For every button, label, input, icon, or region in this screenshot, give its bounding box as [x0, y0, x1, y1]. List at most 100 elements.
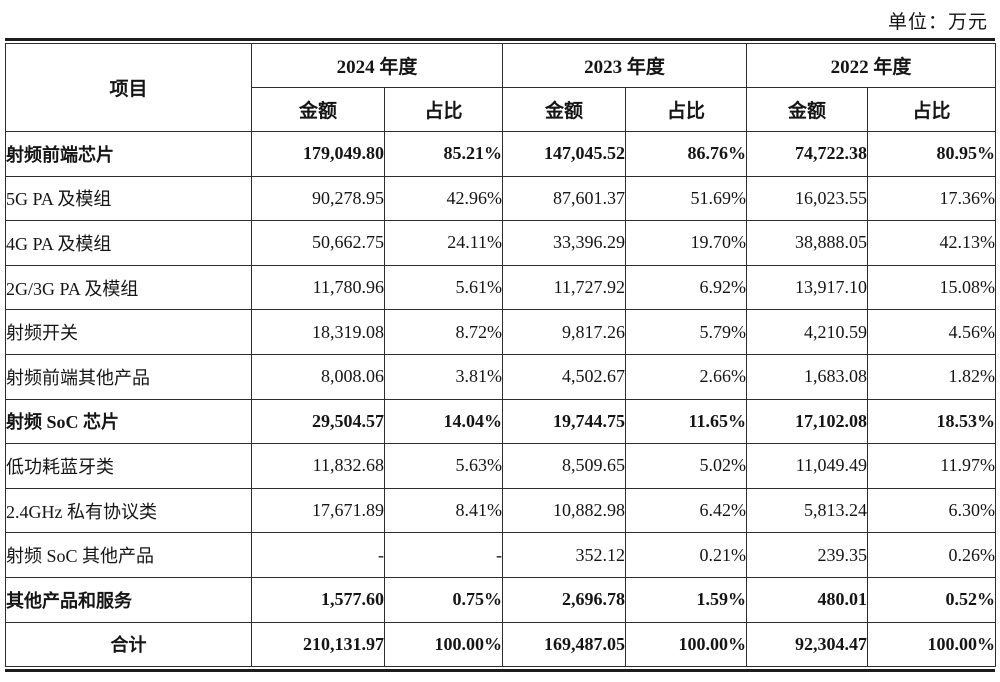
- cell-ratio-2024: 0.75%: [383, 576, 504, 623]
- header-amount-2023: 金额: [502, 87, 627, 132]
- bottom-rule-gap: [5, 667, 995, 670]
- row-item-label: 2G/3G PA 及模组: [5, 264, 252, 311]
- header-row-years: 项目 2024 年度 2023 年度 2022 年度: [5, 43, 997, 132]
- cell-ratio-2023: 2.66%: [625, 353, 748, 400]
- cell-ratio-2023: 100.00%: [625, 621, 748, 668]
- cell-amount-2023: 147,045.52: [502, 131, 627, 177]
- cell-ratio-2022: 15.08%: [867, 264, 997, 311]
- table-row-total: 合计 210,131.97 100.00% 169,487.05 100.00%…: [5, 621, 997, 668]
- cell-ratio-2023: 6.92%: [625, 264, 748, 311]
- cell-ratio-2023: 51.69%: [625, 175, 748, 222]
- cell-amount-2023: 169,487.05: [502, 621, 627, 668]
- cell-ratio-2022: 4.56%: [867, 309, 997, 355]
- cell-amount-2024: -: [251, 532, 385, 578]
- cell-ratio-2023: 86.76%: [625, 131, 748, 177]
- table-row-4g-pa: 4G PA 及模组 50,662.75 24.11% 33,396.29 19.…: [5, 220, 997, 266]
- data-table: 项目 2024 年度 2023 年度 2022 年度 金额 占比 金额 占比 金…: [5, 43, 997, 668]
- cell-amount-2023: 19,744.75: [502, 398, 627, 445]
- cell-ratio-2022: 0.26%: [867, 532, 997, 578]
- header-amount-2024: 金额: [251, 87, 385, 132]
- cell-ratio-2022: 17.36%: [867, 175, 997, 222]
- cell-amount-2023: 8,509.65: [502, 443, 627, 489]
- cell-amount-2024: 11,832.68: [251, 443, 385, 489]
- revenue-breakdown-table: 项目 2024 年度 2023 年度 2022 年度 金额 占比 金额 占比 金…: [5, 38, 997, 673]
- cell-ratio-2023: 5.79%: [625, 309, 748, 355]
- table-row-rf-switch: 射频开关 18,319.08 8.72% 9,817.26 5.79% 4,21…: [5, 309, 997, 355]
- cell-ratio-2024: 5.61%: [383, 264, 504, 311]
- cell-amount-2022: 1,683.08: [746, 353, 869, 400]
- row-item-label: 4G PA 及模组: [5, 220, 252, 266]
- cell-amount-2023: 87,601.37: [502, 175, 627, 222]
- cell-amount-2023: 2,696.78: [502, 576, 627, 623]
- top-thick-rule: [5, 38, 995, 41]
- cell-amount-2024: 29,504.57: [251, 398, 385, 445]
- row-item-label: 射频前端芯片: [5, 131, 252, 177]
- cell-ratio-2024: 24.11%: [383, 220, 504, 266]
- cell-ratio-2022: 11.97%: [867, 443, 997, 489]
- cell-amount-2022: 16,023.55: [746, 175, 869, 222]
- table-row-2g3g-pa: 2G/3G PA 及模组 11,780.96 5.61% 11,727.92 6…: [5, 264, 997, 311]
- cell-amount-2023: 33,396.29: [502, 220, 627, 266]
- table-row-rf-frontend-chip: 射频前端芯片 179,049.80 85.21% 147,045.52 86.7…: [5, 131, 997, 177]
- cell-amount-2023: 352.12: [502, 532, 627, 578]
- cell-ratio-2022: 18.53%: [867, 398, 997, 445]
- header-amount-2022: 金额: [746, 87, 869, 132]
- cell-amount-2022: 4,210.59: [746, 309, 869, 355]
- cell-ratio-2024: 8.41%: [383, 487, 504, 534]
- cell-ratio-2023: 0.21%: [625, 532, 748, 578]
- cell-amount-2023: 4,502.67: [502, 353, 627, 400]
- cell-ratio-2023: 11.65%: [625, 398, 748, 445]
- header-year-2024: 2024 年度: [250, 43, 504, 88]
- header-ratio-2022: 占比: [867, 87, 997, 132]
- top-rule-gap: [5, 41, 995, 43]
- cell-amount-2022: 11,049.49: [746, 443, 869, 489]
- header-year-2023: 2023 年度: [502, 43, 748, 88]
- row-item-label: 射频 SoC 其他产品: [5, 532, 252, 578]
- cell-amount-2024: 179,049.80: [251, 131, 385, 177]
- cell-amount-2023: 11,727.92: [502, 264, 627, 311]
- cell-amount-2024: 8,008.06: [251, 353, 385, 400]
- row-item-label: 其他产品和服务: [5, 576, 252, 623]
- header-ratio-2024: 占比: [383, 87, 504, 132]
- cell-amount-2024: 17,671.89: [251, 487, 385, 534]
- table-row-ble: 低功耗蓝牙类 11,832.68 5.63% 8,509.65 5.02% 11…: [5, 443, 997, 489]
- cell-amount-2022: 239.35: [746, 532, 869, 578]
- cell-ratio-2024: 42.96%: [383, 175, 504, 222]
- table-row-24ghz-proprietary: 2.4GHz 私有协议类 17,671.89 8.41% 10,882.98 6…: [5, 487, 997, 534]
- cell-ratio-2024: 5.63%: [383, 443, 504, 489]
- cell-amount-2024: 90,278.95: [251, 175, 385, 222]
- cell-amount-2022: 17,102.08: [746, 398, 869, 445]
- cell-ratio-2022: 42.13%: [867, 220, 997, 266]
- cell-amount-2024: 210,131.97: [251, 621, 385, 668]
- cell-amount-2022: 5,813.24: [746, 487, 869, 534]
- cell-ratio-2024: 8.72%: [383, 309, 504, 355]
- cell-ratio-2024: 14.04%: [383, 398, 504, 445]
- cell-amount-2022: 480.01: [746, 576, 869, 623]
- header-ratio-2023: 占比: [625, 87, 748, 132]
- table-row-rf-soc-other: 射频 SoC 其他产品 - - 352.12 0.21% 239.35 0.26…: [5, 532, 997, 578]
- cell-ratio-2022: 100.00%: [867, 621, 997, 668]
- cell-amount-2024: 50,662.75: [251, 220, 385, 266]
- cell-ratio-2024: 3.81%: [383, 353, 504, 400]
- cell-ratio-2022: 1.82%: [867, 353, 997, 400]
- header-row-subcols: 金额 占比 金额 占比 金额 占比: [6, 87, 997, 132]
- cell-ratio-2023: 19.70%: [625, 220, 748, 266]
- bottom-thick-rule: [5, 669, 995, 673]
- row-item-label: 合计: [5, 621, 252, 668]
- cell-ratio-2023: 5.02%: [625, 443, 748, 489]
- table-row-rf-frontend-other: 射频前端其他产品 8,008.06 3.81% 4,502.67 2.66% 1…: [5, 353, 997, 400]
- row-item-label: 2.4GHz 私有协议类: [5, 487, 252, 534]
- cell-ratio-2023: 6.42%: [625, 487, 748, 534]
- cell-amount-2024: 18,319.08: [251, 309, 385, 355]
- cell-ratio-2022: 6.30%: [867, 487, 997, 534]
- cell-amount-2023: 9,817.26: [502, 309, 627, 355]
- cell-amount-2024: 11,780.96: [251, 264, 385, 311]
- cell-amount-2024: 1,577.60: [251, 576, 385, 623]
- cell-amount-2022: 13,917.10: [746, 264, 869, 311]
- table-row-other-products-services: 其他产品和服务 1,577.60 0.75% 2,696.78 1.59% 48…: [5, 576, 997, 623]
- cell-amount-2022: 38,888.05: [746, 220, 869, 266]
- cell-amount-2022: 92,304.47: [746, 621, 869, 668]
- cell-amount-2023: 10,882.98: [502, 487, 627, 534]
- row-item-label: 低功耗蓝牙类: [5, 443, 252, 489]
- cell-ratio-2022: 0.52%: [867, 576, 997, 623]
